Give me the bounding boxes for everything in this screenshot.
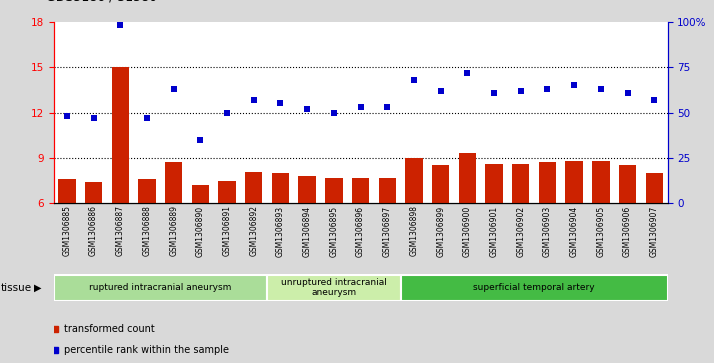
Bar	[458, 153, 476, 294]
Bar	[165, 163, 182, 294]
Text: GSM1306902: GSM1306902	[516, 205, 526, 257]
FancyBboxPatch shape	[267, 274, 401, 301]
Point	[275, 101, 286, 106]
Text: GSM1306893: GSM1306893	[276, 205, 285, 257]
Text: GSM1306885: GSM1306885	[62, 205, 71, 256]
Point	[542, 86, 553, 92]
Point	[408, 77, 420, 83]
Bar	[272, 173, 289, 294]
Point	[88, 115, 99, 121]
Bar	[512, 164, 529, 294]
Bar	[565, 161, 583, 294]
Point	[61, 113, 73, 119]
Bar	[619, 166, 636, 294]
Text: GSM1306905: GSM1306905	[596, 205, 605, 257]
Bar	[325, 178, 343, 294]
Point	[648, 97, 660, 103]
Point	[328, 110, 340, 115]
Bar	[486, 164, 503, 294]
Text: GSM1306892: GSM1306892	[249, 205, 258, 256]
Text: GSM1306906: GSM1306906	[623, 205, 632, 257]
Point	[248, 97, 259, 103]
Text: GSM1306904: GSM1306904	[570, 205, 578, 257]
Point	[462, 70, 473, 76]
Point	[168, 86, 179, 92]
Text: GSM1306894: GSM1306894	[303, 205, 312, 257]
Bar	[191, 185, 209, 294]
Point	[595, 86, 607, 92]
Bar	[298, 176, 316, 294]
Bar	[592, 161, 610, 294]
Point	[568, 82, 580, 88]
Bar	[378, 178, 396, 294]
Bar	[245, 172, 263, 294]
Text: GSM1306887: GSM1306887	[116, 205, 125, 256]
Point	[141, 115, 153, 121]
Text: GSM1306901: GSM1306901	[490, 205, 498, 257]
Text: GSM1306895: GSM1306895	[329, 205, 338, 257]
Bar	[59, 179, 76, 294]
Point	[114, 23, 126, 28]
Bar	[432, 166, 449, 294]
Bar	[352, 178, 369, 294]
FancyBboxPatch shape	[54, 274, 267, 301]
Text: GSM1306891: GSM1306891	[223, 205, 231, 256]
Text: GSM1306900: GSM1306900	[463, 205, 472, 257]
Text: GSM1306890: GSM1306890	[196, 205, 205, 257]
Point	[622, 90, 633, 95]
Point	[515, 88, 526, 94]
Text: GSM1306889: GSM1306889	[169, 205, 178, 256]
Point	[195, 137, 206, 143]
Text: tissue: tissue	[1, 283, 32, 293]
Bar	[139, 179, 156, 294]
Text: ▶: ▶	[34, 283, 42, 293]
Text: GSM1306903: GSM1306903	[543, 205, 552, 257]
Point	[301, 106, 313, 112]
Bar	[539, 163, 556, 294]
Text: GSM1306897: GSM1306897	[383, 205, 392, 257]
Text: unruptured intracranial
aneurysm: unruptured intracranial aneurysm	[281, 278, 387, 297]
Bar	[218, 181, 236, 294]
FancyBboxPatch shape	[401, 274, 668, 301]
Point	[381, 104, 393, 110]
Bar	[645, 173, 663, 294]
Text: transformed count: transformed count	[64, 324, 155, 334]
Text: GSM1306898: GSM1306898	[409, 205, 418, 256]
Text: GSM1306896: GSM1306896	[356, 205, 365, 257]
Text: GSM1306907: GSM1306907	[650, 205, 659, 257]
Point	[488, 90, 500, 95]
Point	[435, 88, 446, 94]
Point	[355, 104, 366, 110]
Text: GDS5186 / 31580: GDS5186 / 31580	[46, 0, 158, 4]
Text: percentile rank within the sample: percentile rank within the sample	[64, 345, 229, 355]
Bar	[111, 67, 129, 294]
Bar	[406, 158, 423, 294]
Text: superficial temporal artery: superficial temporal artery	[473, 283, 595, 292]
Text: GSM1306886: GSM1306886	[89, 205, 98, 256]
Text: ruptured intracranial aneurysm: ruptured intracranial aneurysm	[89, 283, 231, 292]
Bar	[85, 182, 102, 294]
Point	[221, 110, 233, 115]
Text: GSM1306888: GSM1306888	[143, 205, 151, 256]
Text: GSM1306899: GSM1306899	[436, 205, 445, 257]
